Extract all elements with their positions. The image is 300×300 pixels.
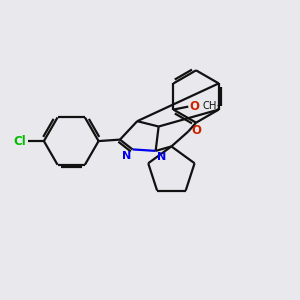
- Text: CH₃: CH₃: [202, 101, 221, 111]
- Text: N: N: [157, 152, 166, 162]
- Text: N: N: [122, 151, 131, 161]
- Text: O: O: [191, 124, 201, 137]
- Text: Cl: Cl: [13, 135, 26, 148]
- Text: O: O: [190, 100, 200, 113]
